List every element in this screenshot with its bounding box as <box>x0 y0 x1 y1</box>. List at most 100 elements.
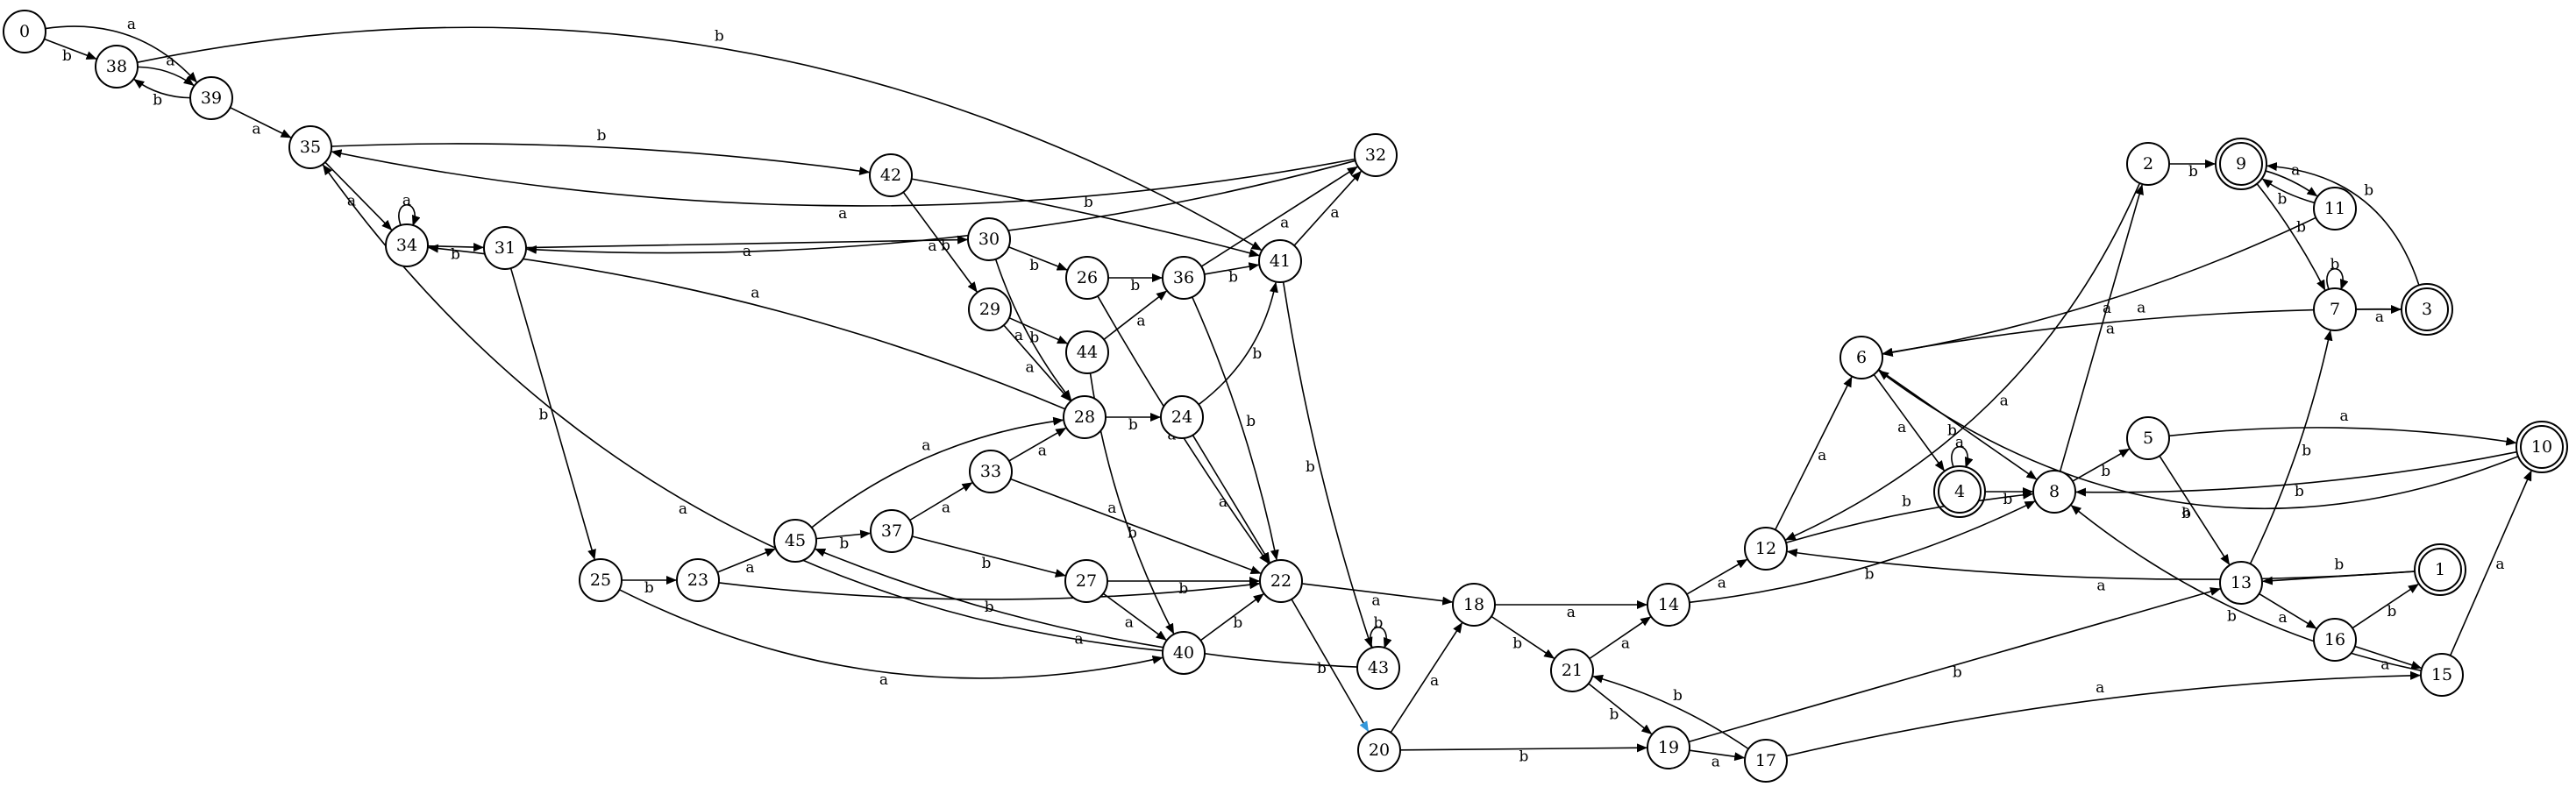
state-label: 23 <box>687 571 708 590</box>
edge-label: b <box>1246 413 1256 430</box>
state-node-18[interactable]: 18 <box>1452 583 1496 627</box>
state-node-8[interactable]: 8 <box>2032 470 2076 514</box>
edge-label: a <box>942 500 950 517</box>
state-circle <box>969 450 1013 493</box>
edge-13-to-16: a <box>2259 592 2317 629</box>
state-node-31[interactable]: 31 <box>483 226 527 270</box>
state-node-4[interactable]: 4 <box>1933 465 1986 518</box>
edge-41-to-43: b <box>1282 281 1373 649</box>
edge-label: b <box>2302 443 2311 460</box>
state-label: 1 <box>2435 560 2445 579</box>
edge-label: a <box>1107 500 1116 517</box>
edge-label: b <box>941 238 950 255</box>
edge-label: b <box>597 127 607 145</box>
edge-36-to-32: a <box>1200 166 1358 267</box>
state-node-7[interactable]: 7 <box>2313 287 2357 331</box>
state-node-3[interactable]: 3 <box>2401 283 2453 336</box>
edge-2-to-9: b <box>2168 160 2216 181</box>
state-circle <box>2126 416 2170 460</box>
edge-line <box>2354 645 2423 670</box>
state-node-5[interactable]: 5 <box>2126 416 2170 460</box>
state-circle <box>1162 256 1206 300</box>
edge-40-to-22: b <box>1199 593 1264 642</box>
state-node-36[interactable]: 36 <box>1162 256 1206 300</box>
state-node-33[interactable]: 33 <box>969 450 1013 493</box>
state-node-30[interactable]: 30 <box>967 217 1011 261</box>
state-circle <box>2219 142 2263 186</box>
state-node-20[interactable]: 20 <box>1357 728 1401 772</box>
state-node-0[interactable]: 0 <box>3 10 46 53</box>
state-circle <box>385 223 429 267</box>
edge-label: a <box>1075 631 1084 649</box>
state-node-28[interactable]: 28 <box>1063 395 1107 439</box>
edge-line <box>1951 446 1974 468</box>
state-node-45[interactable]: 45 <box>773 519 817 563</box>
state-node-23[interactable]: 23 <box>676 558 720 602</box>
edge-label: a <box>2375 308 2384 326</box>
state-node-26[interactable]: 26 <box>1065 256 1109 300</box>
state-node-25[interactable]: 25 <box>579 558 623 602</box>
state-label: 25 <box>590 571 611 590</box>
state-node-2[interactable]: 2 <box>2126 142 2170 186</box>
edge-42-to-29: a <box>902 191 978 293</box>
edge-3-to-9: b <box>2266 162 2420 286</box>
edge-20-to-18: a <box>1390 622 1463 734</box>
state-node-10[interactable]: 10 <box>2516 421 2568 473</box>
edge-label: b <box>2278 191 2288 209</box>
state-node-34[interactable]: 34 <box>385 223 429 267</box>
state-node-40[interactable]: 40 <box>1162 631 1206 675</box>
state-node-35[interactable]: 35 <box>288 125 332 169</box>
edge-label: a <box>2279 609 2288 627</box>
state-node-13[interactable]: 13 <box>2219 561 2263 605</box>
state-node-15[interactable]: 15 <box>2420 653 2464 697</box>
edge-19-to-13: b <box>1688 587 2221 743</box>
edge-label: b <box>982 555 992 572</box>
edge-label: a <box>1038 443 1047 460</box>
state-node-9[interactable]: 9 <box>2215 138 2267 190</box>
state-node-44[interactable]: 44 <box>1065 330 1109 374</box>
edge-7-to-7: b <box>2326 256 2349 290</box>
state-node-37[interactable]: 37 <box>870 509 914 553</box>
edge-line <box>1291 599 1370 733</box>
edge-10-to-6: a <box>1878 370 2519 520</box>
state-circle <box>1938 470 1982 514</box>
edge-line <box>2070 505 2422 671</box>
state-label: 34 <box>396 236 417 255</box>
edge-line <box>1370 627 1392 649</box>
state-node-1[interactable]: 1 <box>2414 543 2466 596</box>
state-node-16[interactable]: 16 <box>2313 618 2357 662</box>
edge-label: a <box>2137 299 2145 316</box>
edge-line <box>1199 593 1264 642</box>
state-circle <box>483 226 527 270</box>
state-node-41[interactable]: 41 <box>1258 239 1302 283</box>
edge-label: a <box>1280 214 1289 231</box>
state-label: 36 <box>1173 268 1194 287</box>
state-node-22[interactable]: 22 <box>1259 559 1303 603</box>
state-node-38[interactable]: 38 <box>95 45 139 89</box>
state-node-39[interactable]: 39 <box>189 76 233 120</box>
edge-label: b <box>1512 635 1522 653</box>
state-node-12[interactable]: 12 <box>1744 527 1788 571</box>
state-node-29[interactable]: 29 <box>968 287 1012 331</box>
state-node-17[interactable]: 17 <box>1744 739 1788 783</box>
state-circle <box>2032 470 2076 514</box>
edge-line <box>1282 281 1373 649</box>
state-node-32[interactable]: 32 <box>1354 133 1398 177</box>
edge-line <box>324 161 393 230</box>
state-node-42[interactable]: 42 <box>869 153 913 197</box>
state-node-43[interactable]: 43 <box>1356 646 1400 690</box>
state-node-14[interactable]: 14 <box>1647 583 1690 627</box>
state-node-19[interactable]: 19 <box>1647 726 1690 769</box>
state-node-11[interactable]: 11 <box>2313 187 2357 230</box>
state-node-6[interactable]: 6 <box>1839 336 1883 379</box>
state-node-24[interactable]: 24 <box>1160 395 1204 439</box>
edge-line <box>1301 583 1454 606</box>
edge-17-to-15: a <box>1786 670 2422 757</box>
state-label: 18 <box>1463 595 1484 614</box>
state-node-21[interactable]: 21 <box>1550 649 1594 692</box>
edge-label: b <box>2181 505 2191 522</box>
state-node-27[interactable]: 27 <box>1064 559 1108 603</box>
edge-label: a <box>1219 493 1228 511</box>
state-label: 17 <box>1755 751 1776 770</box>
state-circle <box>1258 239 1302 283</box>
